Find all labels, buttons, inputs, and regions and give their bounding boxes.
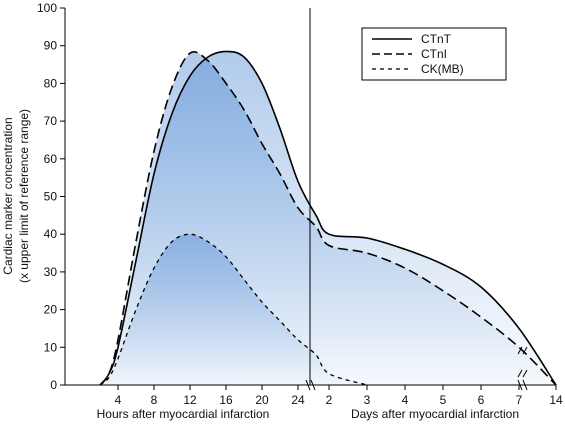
x-axis-break (305, 379, 528, 391)
area-fills (100, 51, 556, 386)
y-tick-label: 0 (50, 378, 57, 392)
series-break-marks (517, 346, 528, 378)
x-tick-label-hours: 12 (183, 393, 197, 407)
x-tick-label-days: 3 (364, 393, 371, 407)
y-axis-title-line1: Cardiac marker concentration (1, 117, 15, 274)
y-tick-label: 100 (37, 1, 57, 15)
x-tick-label-days: 4 (402, 393, 409, 407)
y-tick-label: 60 (44, 152, 58, 166)
legend-label-ctni: CTnI (421, 47, 447, 61)
y-tick-label: 40 (44, 227, 58, 241)
x-tick-label-days: 6 (478, 393, 485, 407)
series-lines (99, 50, 557, 386)
y-tick-label: 90 (44, 39, 58, 53)
series-line-ctni (99, 51, 557, 386)
x-tick-label-days: 2 (326, 393, 333, 407)
x-tick-label-hours: 4 (115, 393, 122, 407)
x-ticks: 4 8 12 16 20 24 2 3 4 5 6 7 14 (115, 385, 563, 407)
x-tick-label-hours: 16 (219, 393, 233, 407)
x-tick-label-hours: 20 (255, 393, 269, 407)
x-tick-label-days: 7 (516, 393, 523, 407)
area-fill-ck-mb (100, 234, 367, 385)
y-tick-label: 80 (44, 76, 58, 90)
y-tick-label: 50 (44, 190, 58, 204)
y-tick-label: 20 (44, 303, 58, 317)
y-tick-label: 30 (44, 265, 58, 279)
legend: CTnT CTnI CK(MB) (361, 27, 507, 81)
x-tick-label-hours: 8 (151, 393, 158, 407)
x-tick-label-hours: 24 (291, 393, 305, 407)
y-tick-label: 70 (44, 114, 58, 128)
y-axis-title-line2: (x upper limit of reference range) (17, 109, 31, 283)
legend-label-ckmb: CK(MB) (421, 62, 464, 76)
y-ticks: 0 10 20 30 40 50 60 70 80 90 100 (37, 1, 65, 392)
series-line-ck-mb (99, 233, 368, 386)
x-axis-title-days: Days after myocardial infarction (351, 407, 519, 421)
x-tick-label-days: 5 (440, 393, 447, 407)
x-tick-label-days: 14 (549, 393, 563, 407)
series-line-ctnt (99, 50, 557, 386)
legend-label-ctnt: CTnT (421, 32, 452, 46)
y-tick-label: 10 (44, 340, 58, 354)
x-axis-title-hours: Hours after myocardial infarction (97, 407, 270, 421)
